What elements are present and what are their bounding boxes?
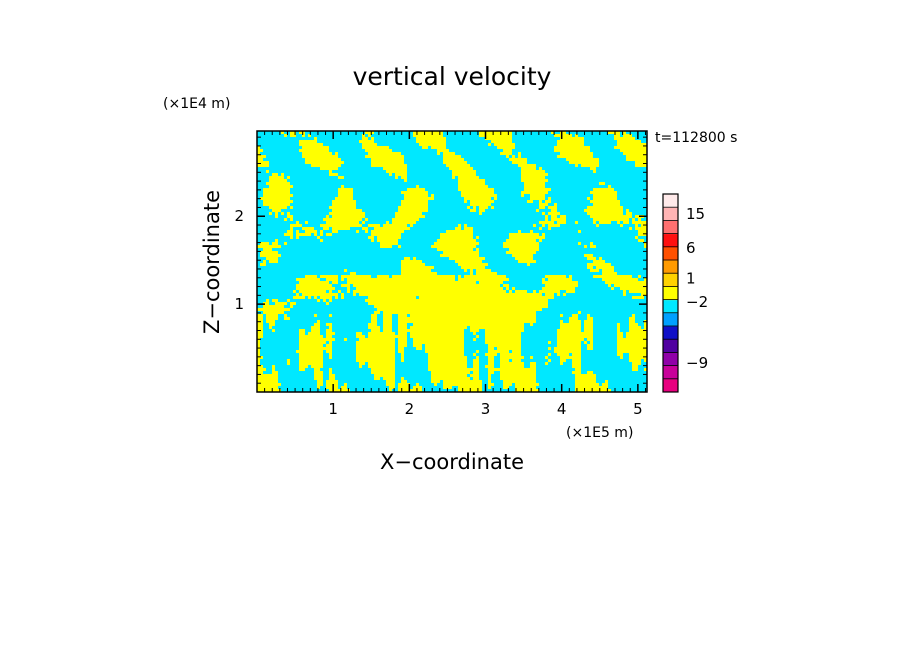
velocity-field [257, 131, 647, 392]
colorbar-swatch [663, 339, 678, 353]
y-axis-label: Z−coordinate [200, 190, 224, 334]
colorbar-swatch [663, 260, 678, 274]
x-tick-label: 5 [633, 400, 643, 418]
x-tick-label: 2 [405, 400, 415, 418]
y-tick-label: 1 [234, 295, 244, 313]
time-label: t=112800 s [655, 130, 737, 146]
x-tick-label: 4 [557, 400, 567, 418]
colorbar-swatch [663, 273, 678, 287]
colorbar-swatch [663, 233, 678, 248]
colorbar-swatch [663, 299, 678, 314]
y-axis: 12 [234, 136, 647, 384]
colorbar-swatch [663, 326, 678, 340]
colorbar-label: 6 [686, 239, 696, 257]
x-tick-label: 1 [328, 400, 338, 418]
y-unit-label: (×1E4 m) [163, 96, 230, 112]
plot-frame [256, 130, 648, 393]
colorbar-label: −2 [686, 293, 708, 311]
colorbar-swatch [663, 207, 678, 221]
upward-region [257, 131, 647, 392]
colorbar-swatch [663, 220, 678, 235]
x-tick-label: 3 [481, 400, 491, 418]
y-tick-label: 2 [234, 207, 244, 225]
colorbar-swatch [663, 194, 678, 208]
colorbar-swatch [663, 352, 678, 367]
colorbar-label: 1 [686, 269, 696, 287]
colorbar-swatch [663, 312, 678, 327]
x-unit-label: (×1E5 m) [566, 425, 633, 441]
colorbar-label: 15 [686, 205, 705, 223]
colorbar-swatch [663, 378, 678, 393]
colorbar: 15 6 1 −2 −9 [662, 193, 708, 393]
chart-title: vertical velocity [353, 62, 552, 91]
colorbar-label: −9 [686, 354, 708, 372]
colorbar-frame [662, 193, 679, 393]
x-axis: 1 2 3 4 5 [264, 131, 646, 418]
x-axis-label: X−coordinate [380, 450, 524, 474]
colorbar-swatch [663, 365, 678, 380]
colorbar-swatch [663, 246, 678, 261]
colorbar-swatch [663, 286, 678, 301]
